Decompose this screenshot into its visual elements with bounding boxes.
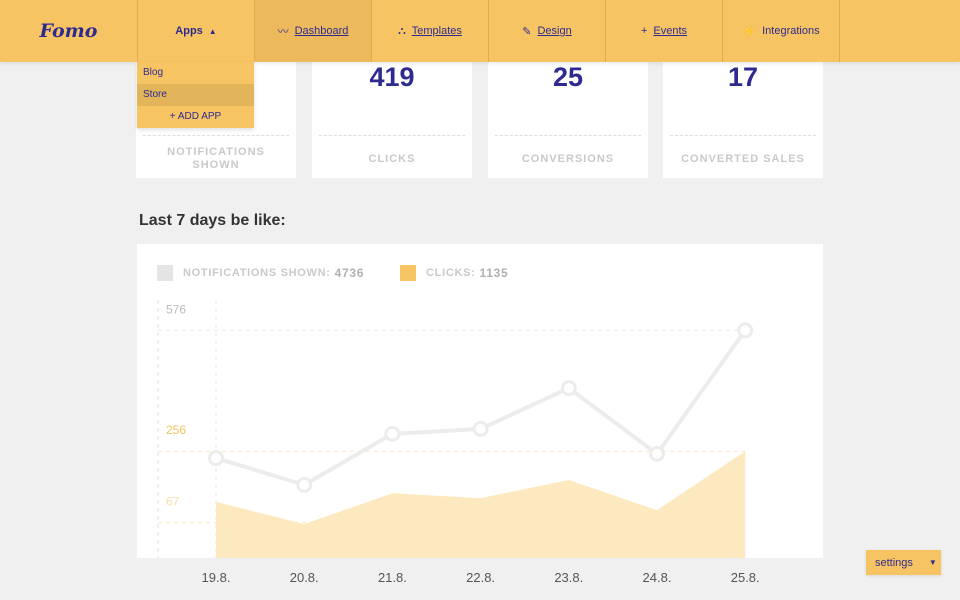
design-link[interactable]: Design: [537, 25, 572, 37]
top-nav: Fomo Apps ▲ 〰 Dashboard ⛬ Templates ✎ Design…: [0, 0, 960, 62]
edit-icon: ✎: [522, 25, 532, 38]
legend-label: CLICKS:: [426, 267, 476, 279]
legend-swatch: [400, 265, 416, 281]
app-item-blog[interactable]: Blog: [143, 67, 164, 78]
legend-label: NOTIFICATIONS SHOWN:: [183, 267, 331, 279]
stat-value: 25: [552, 62, 584, 92]
chart-card: NOTIFICATIONS SHOWN: 4736 CLICKS: 1135: [137, 244, 823, 558]
chart-line-icon: 〰: [277, 26, 289, 38]
templates-link[interactable]: Templates: [411, 25, 462, 37]
settings-label: settings: [875, 556, 913, 569]
nav-templates[interactable]: ⛬ Templates: [371, 0, 488, 62]
dashboard-link[interactable]: Dashboard: [294, 25, 349, 37]
caret-down-icon: ▼: [928, 558, 937, 567]
nav-events[interactable]: + Events: [605, 0, 722, 62]
nav-integrations[interactable]: ⚡ Integrations: [722, 0, 840, 62]
apps-menu-button[interactable]: Apps ▲: [137, 0, 254, 62]
section-title: Last 7 days be like:: [139, 212, 286, 229]
sitemap-icon: ⛬: [398, 24, 406, 37]
stat-label: CONVERTED SALES: [681, 152, 805, 165]
legend-swatch: [157, 265, 173, 281]
x-tick-label: 20.8.: [290, 570, 319, 585]
integrations-label: Integrations: [762, 25, 820, 37]
stat-label: CLICKS: [368, 152, 416, 165]
app-item-store[interactable]: Store: [137, 84, 254, 106]
x-tick-label: 22.8.: [466, 570, 495, 585]
x-tick-label: 23.8.: [554, 570, 583, 585]
legend-notifications[interactable]: NOTIFICATIONS SHOWN: 4736: [157, 265, 364, 281]
x-tick-label: 25.8.: [731, 570, 760, 585]
plus-icon: +: [640, 25, 648, 37]
x-tick-label: 21.8.: [378, 570, 407, 585]
stat-label: CONVERSIONS: [521, 152, 615, 165]
fomo-logo[interactable]: Fomo: [39, 20, 98, 42]
caret-up-icon: ▲: [208, 26, 217, 36]
legend-clicks[interactable]: CLICKS: 1135: [400, 265, 508, 281]
x-tick-label: 24.8.: [643, 570, 672, 585]
legend-total: 4736: [334, 266, 365, 280]
stat-value: 419: [369, 62, 415, 92]
stat-card-converted-sales: 17 CONVERTED SALES: [663, 40, 823, 178]
stat-value: 17: [727, 62, 759, 92]
nav-design[interactable]: ✎ Design: [488, 0, 605, 62]
plug-icon: ⚡: [742, 25, 757, 38]
events-link[interactable]: Events: [653, 25, 688, 37]
legend-total: 1135: [479, 266, 509, 280]
stat-card-conversions: 25 CONVERSIONS: [488, 40, 648, 178]
settings-button[interactable]: settings ▼: [866, 550, 941, 575]
stat-card-clicks: 419 CLICKS: [312, 40, 472, 178]
add-app-button[interactable]: + ADD APP: [169, 111, 222, 122]
apps-dropdown: Blog Store + ADD APP: [137, 62, 254, 128]
stat-label: NOTIFICATIONS SHOWN: [167, 146, 265, 171]
apps-label: Apps: [175, 25, 203, 37]
x-tick-label: 19.8.: [202, 570, 231, 585]
nav-dashboard[interactable]: 〰 Dashboard: [254, 0, 371, 62]
